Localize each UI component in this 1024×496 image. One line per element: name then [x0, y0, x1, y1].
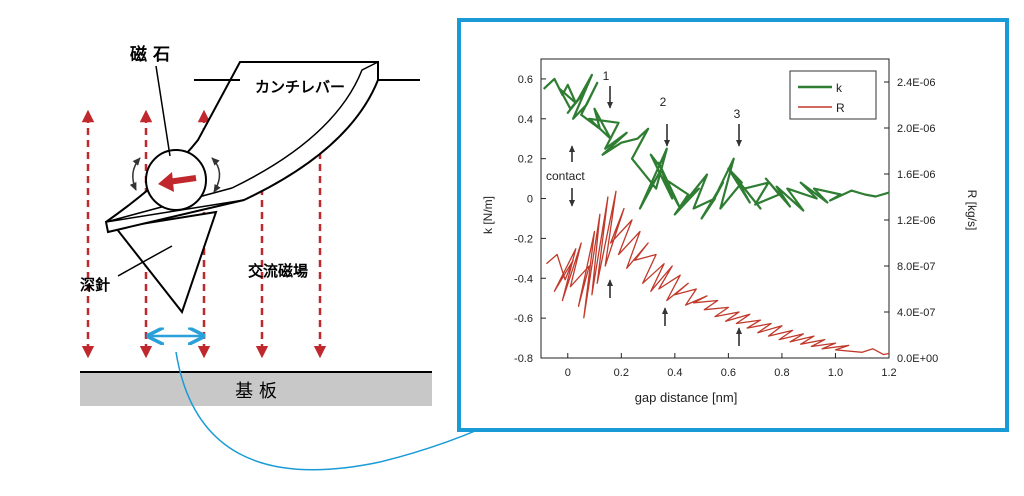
- x-tick-label: 0.6: [721, 367, 736, 379]
- y-tick-label: 0.2: [518, 154, 533, 166]
- y-tick-label: -0.6: [514, 313, 533, 325]
- y2-tick-label: 0.0E+00: [897, 353, 938, 365]
- y2-tick-label: 2.0E-06: [897, 123, 936, 135]
- substrate: [80, 372, 432, 406]
- series-layer: [542, 73, 890, 356]
- x-tick-label: 0.4: [667, 367, 682, 379]
- y-tick-label: 0: [527, 194, 533, 206]
- annotations: contact 1 2 3: [546, 69, 743, 346]
- y-tick-label: -0.4: [514, 273, 533, 285]
- x-axis-ticks: 0 0.2 0.4 0.6 0.8 1.0 1.2: [565, 353, 897, 379]
- legend-box: [789, 70, 877, 120]
- y-tick-label: 0.6: [518, 74, 533, 86]
- magnet-arrow-head: [158, 172, 174, 192]
- marker-1-label: 1: [603, 69, 610, 83]
- legend-k-label: k: [836, 81, 843, 95]
- legend: k R: [789, 70, 877, 120]
- contact-label: contact: [546, 169, 585, 183]
- series-R-line: [545, 190, 890, 356]
- y2-axis-ticks: 2.4E-06 2.0E-06 1.6E-06 1.2E-06 8.0E-07 4.0E-…: [884, 77, 938, 365]
- marker-3-label: 3: [734, 107, 741, 121]
- y-tick-label: -0.8: [514, 353, 533, 365]
- cantilever-edge: [105, 61, 379, 223]
- x-tick-label: 1.0: [828, 367, 843, 379]
- y2-tick-label: 8.0E-07: [897, 261, 936, 273]
- y-tick-label: -0.2: [514, 233, 533, 245]
- magnet-label: 磁 石: [130, 44, 170, 65]
- cantilever-label: カンチレバー: [255, 78, 345, 96]
- series-k-line: [542, 73, 890, 220]
- x-tick-label: 0.8: [774, 367, 789, 379]
- y2-tick-label: 1.2E-06: [897, 215, 936, 227]
- y2-tick-label: 4.0E-07: [897, 307, 936, 319]
- chart: 0.6 0.4 0.2 0 -0.2 -0.4 -0.6 -0.8 2.4E-06 2.0E-0…: [481, 58, 979, 405]
- x-tick-label: 0: [565, 367, 571, 379]
- probe-label: 深針: [80, 276, 110, 294]
- y-tick-label: 0.4: [518, 114, 533, 126]
- rotation-arc-left: [129, 157, 141, 191]
- legend-R-label: R: [836, 101, 845, 115]
- substrate-label: 基 板: [235, 381, 277, 402]
- y-axis-ticks: 0.6 0.4 0.2 0 -0.2 -0.4 -0.6 -0.8: [514, 74, 546, 365]
- y2-axis-label: R [kg/s]: [965, 190, 979, 231]
- y2-tick-label: 2.4E-06: [897, 77, 936, 89]
- graph-frame: [457, 18, 1009, 432]
- magnet-leader: [155, 65, 171, 157]
- plot-area: [540, 58, 890, 359]
- field-label: 交流磁場: [248, 262, 308, 280]
- x-tick-label: 1.2: [881, 367, 896, 379]
- schematic: 基 板 カンチレバー 磁 石 深針 交流磁場: [80, 44, 432, 406]
- x-tick-label: 0.2: [614, 367, 629, 379]
- x-axis-label: gap distance [nm]: [635, 390, 738, 405]
- marker-2-label: 2: [660, 95, 667, 109]
- y2-tick-label: 1.6E-06: [897, 169, 936, 181]
- probe-tip: [114, 210, 218, 315]
- y-axis-label: k [N/m]: [481, 196, 495, 234]
- rotation-arc-right: [211, 157, 221, 193]
- probe-leader: [117, 245, 173, 277]
